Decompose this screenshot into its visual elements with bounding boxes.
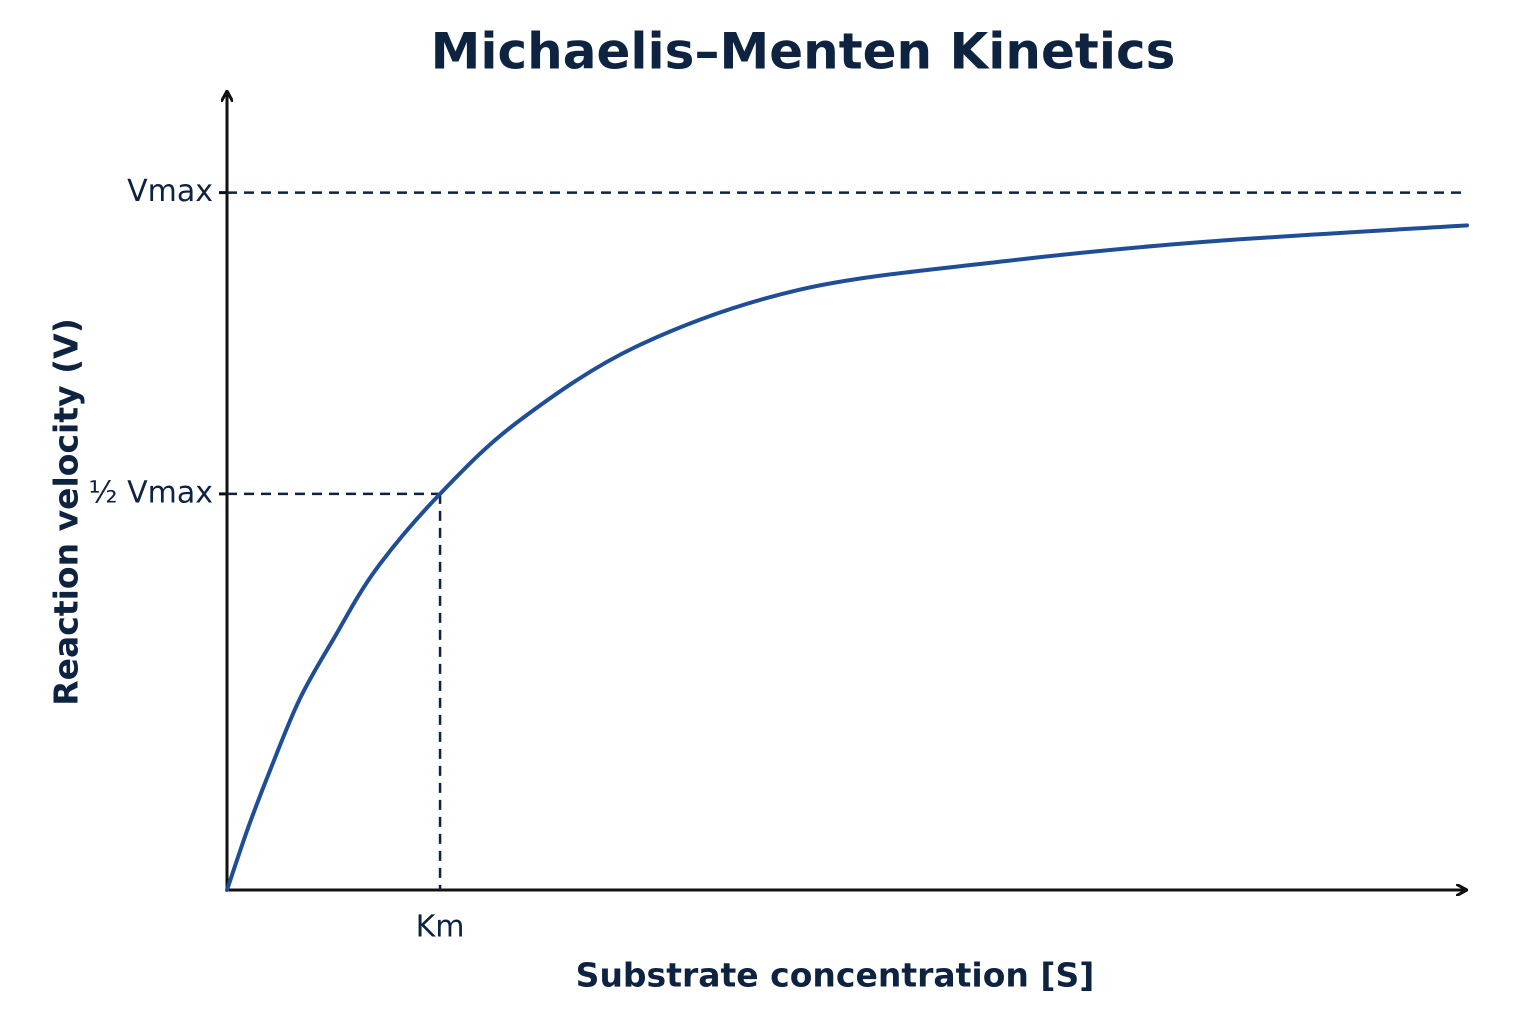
y-tick-label: Vmax (127, 174, 213, 209)
y-axis-label: Reaction velocity (V) (47, 318, 86, 706)
curve (225, 223, 1469, 892)
x-tick-label: Km (416, 910, 465, 945)
x-axis-label: Substrate concentration [S] (576, 956, 1095, 995)
chart-title: Michaelis–Menten Kinetics (431, 23, 1176, 81)
y-tick-label: ½ Vmax (89, 475, 214, 510)
